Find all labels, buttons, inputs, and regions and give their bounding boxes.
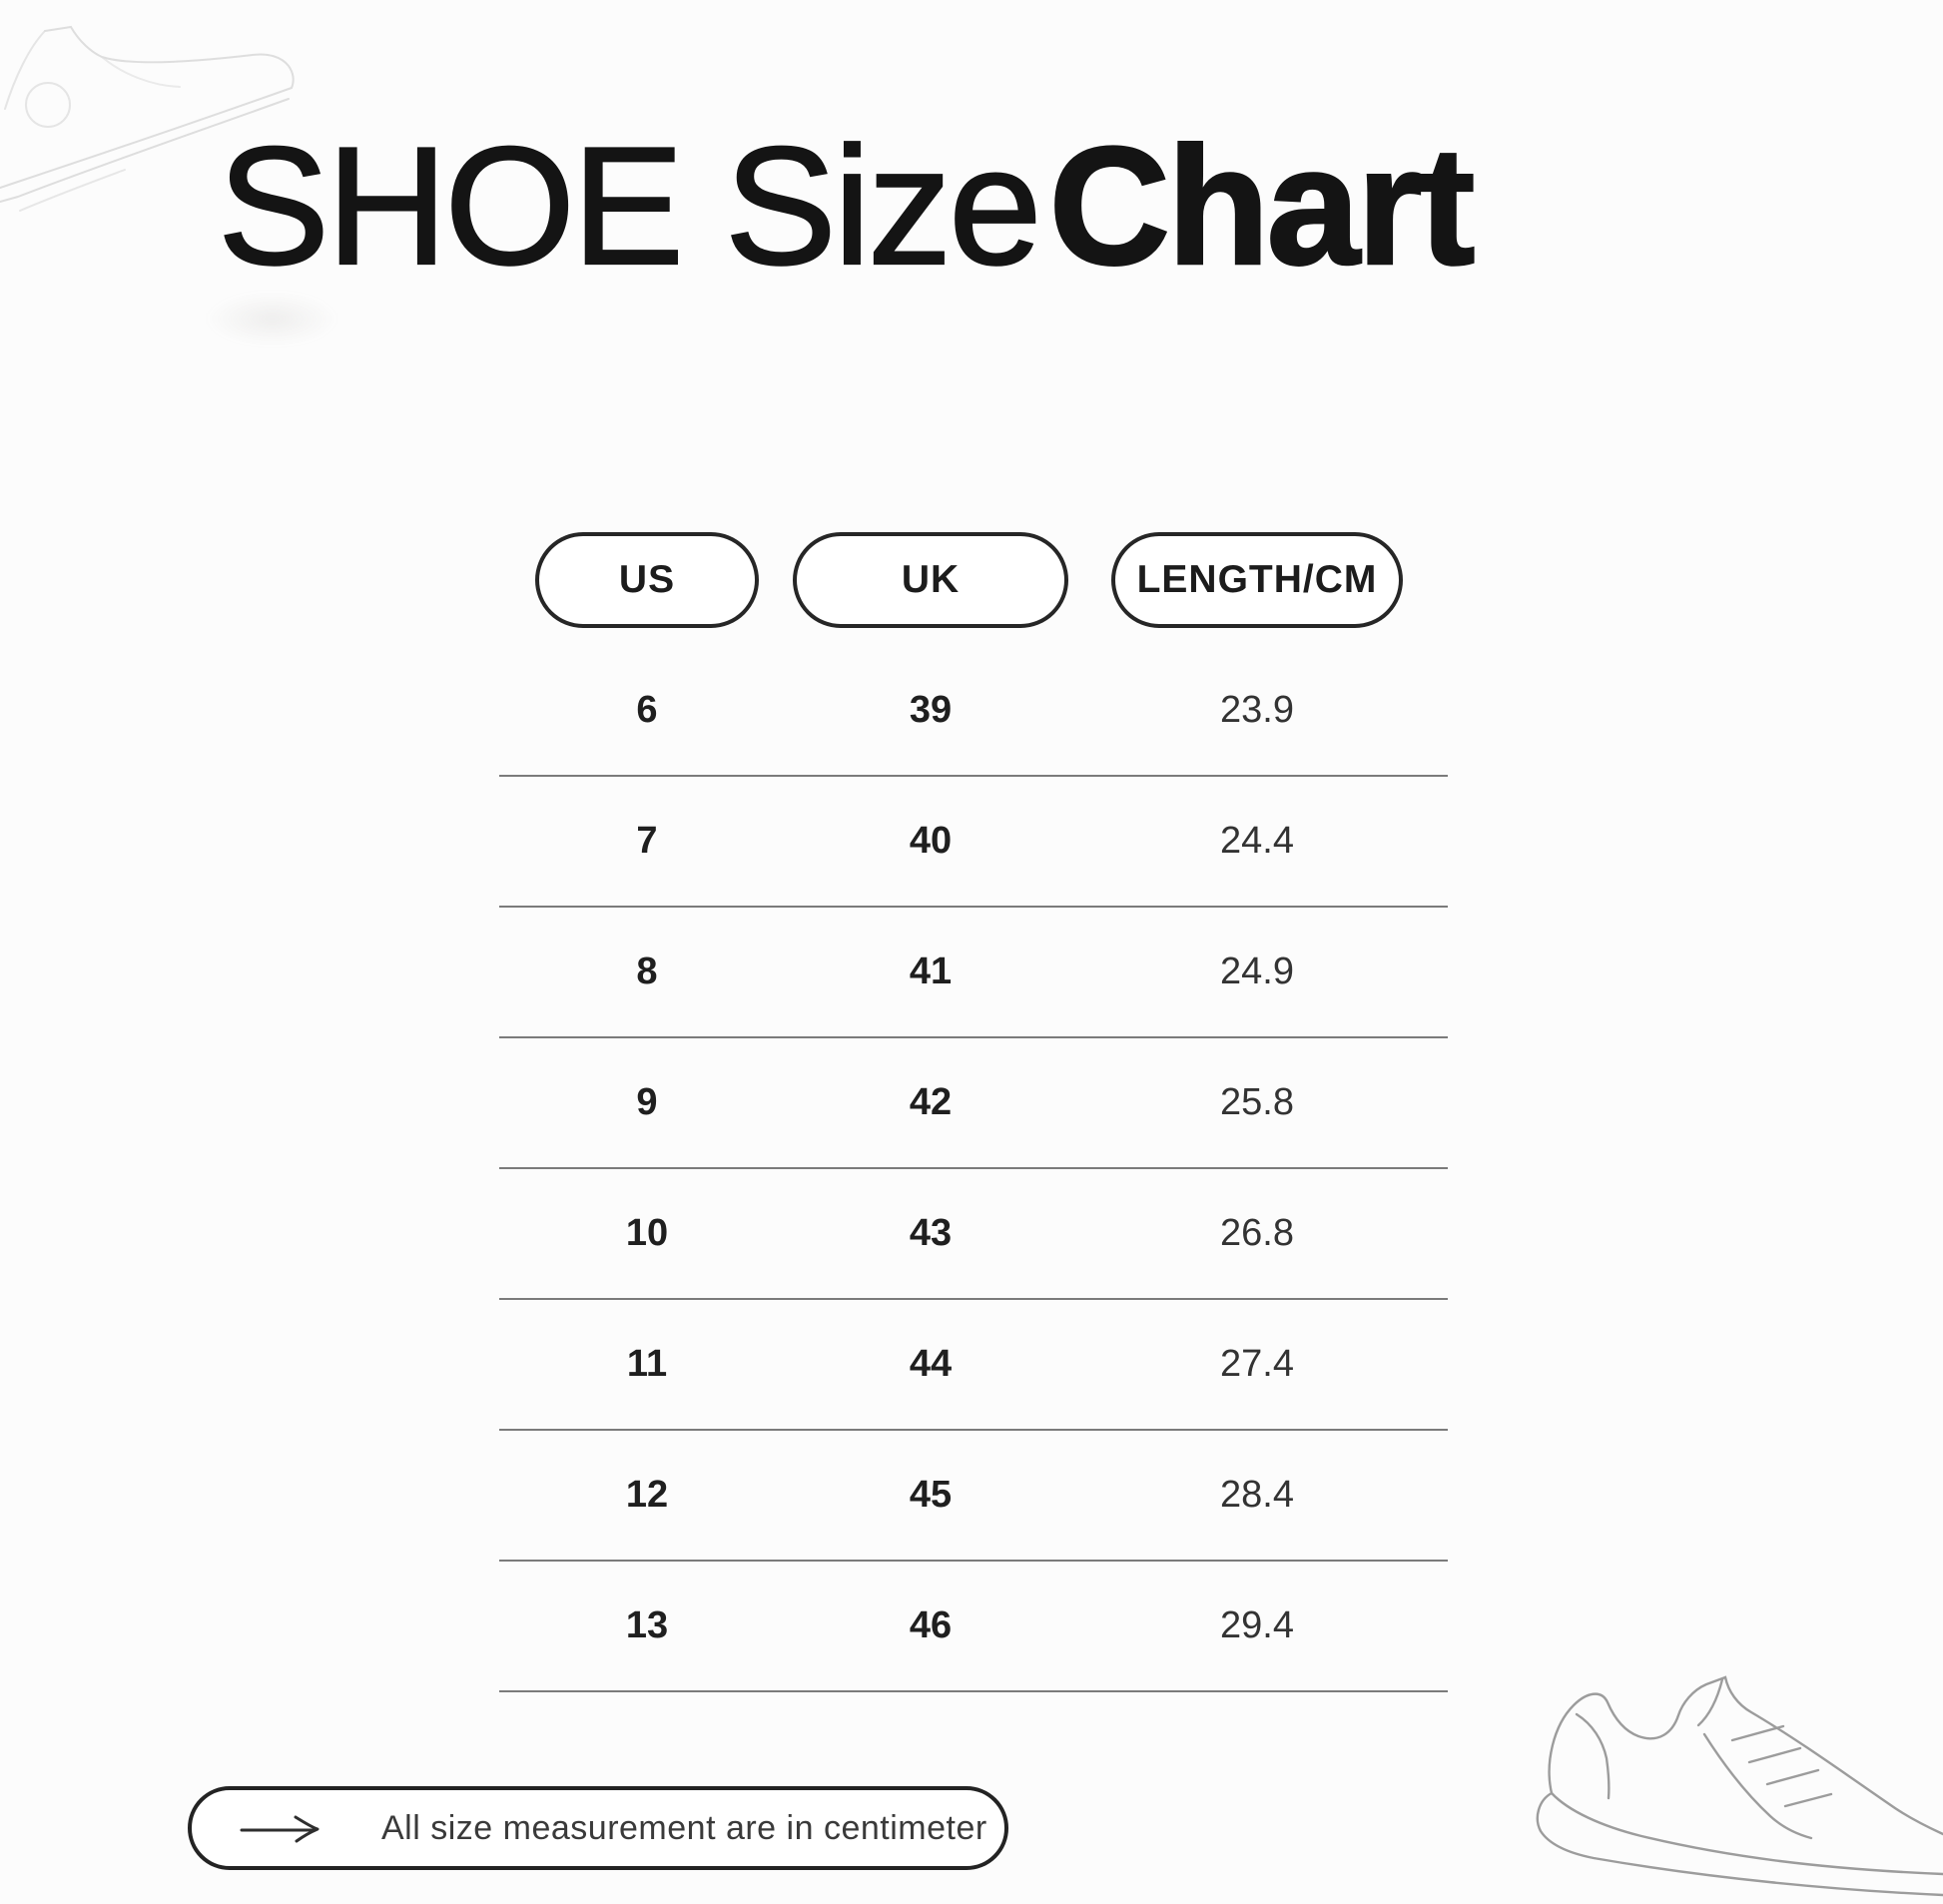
cell-us: 9 [636,1081,658,1123]
cell-length: 26.8 [1220,1212,1294,1254]
cell-length: 24.4 [1220,820,1294,862]
cell-uk: 42 [909,1081,953,1123]
table-row: 8 41 24.9 [499,908,1448,1038]
cell-uk: 40 [909,820,953,862]
cell-length: 29.4 [1220,1604,1294,1646]
cell-uk: 43 [909,1212,953,1254]
page-title: SHOE SizeChart [217,117,1477,296]
table-header-row: US UK LENGTH/CM [499,532,1448,628]
cell-us: 11 [626,1343,668,1385]
header-label-length-cm: LENGTH/CM [1136,558,1378,601]
table-row: 11 44 27.4 [499,1300,1448,1431]
cell-uk: 46 [909,1604,953,1646]
header-pill-uk: UK [793,532,1068,628]
header-pill-us: US [535,532,759,628]
cell-uk: 39 [909,689,953,731]
title-regular-part: SHOE Size [217,112,1043,300]
table-row: 12 45 28.4 [499,1431,1448,1562]
title-bold-part: Chart [1047,112,1476,300]
cell-uk: 45 [909,1474,953,1516]
footer-note-pill: All size measurement are in centimeter [188,1786,1008,1870]
sneaker-sketch-bottom-right-icon [1536,1675,1943,1897]
table-row: 6 39 23.9 [499,646,1448,777]
cell-us: 6 [636,689,658,731]
sneaker-sketch-top-left-icon [0,25,295,212]
cell-us: 10 [625,1212,669,1254]
table-row: 10 43 26.8 [499,1169,1448,1300]
table-row: 13 46 29.4 [499,1562,1448,1692]
table-row: 9 42 25.8 [499,1038,1448,1169]
footer-note-text: All size measurement are in centimeter [381,1808,987,1847]
table-row: 7 40 24.4 [499,777,1448,908]
header-label-uk: UK [901,558,961,601]
long-right-arrow-icon [240,1815,320,1843]
cell-us: 12 [625,1474,669,1516]
cell-length: 28.4 [1220,1474,1294,1516]
size-table: US UK LENGTH/CM 6 39 23.9 7 40 24.4 8 41… [499,532,1448,1692]
cell-uk: 41 [909,951,953,992]
cell-us: 8 [636,951,658,992]
cell-length: 24.9 [1220,951,1294,992]
cell-us: 7 [636,820,658,862]
cell-length: 25.8 [1220,1081,1294,1123]
cell-length: 23.9 [1220,689,1294,731]
header-pill-length-cm: LENGTH/CM [1111,532,1403,628]
paper-smudge [205,292,339,346]
table-body: 6 39 23.9 7 40 24.4 8 41 24.9 9 42 25.8 … [499,646,1448,1692]
cell-uk: 44 [909,1343,953,1385]
cell-length: 27.4 [1220,1343,1294,1385]
cell-us: 13 [625,1604,669,1646]
header-label-us: US [618,558,676,601]
